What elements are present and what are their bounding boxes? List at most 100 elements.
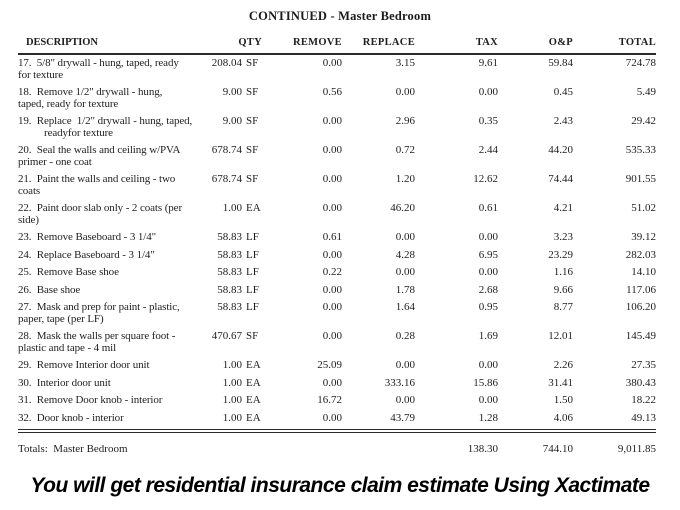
page-title: CONTINUED - Master Bedroom bbox=[248, 9, 432, 23]
row-description: 32. Door knob - interior bbox=[18, 412, 208, 425]
row-description: 23. Remove Baseboard - 3 1/4" bbox=[18, 231, 208, 244]
qty-unit: SF bbox=[246, 330, 259, 342]
table-row: 24. Replace Baseboard - 3 1/4" 58.83 LF … bbox=[18, 247, 656, 265]
table-row: 32. Door knob - interior 1.00 EA 0.00 43… bbox=[18, 410, 656, 428]
qty-unit: LF bbox=[246, 248, 259, 261]
remove-cell: 25.09 bbox=[317, 359, 342, 371]
qty-value: 1.00 bbox=[222, 411, 242, 424]
qty-cell: 1.00 EA bbox=[208, 202, 262, 226]
qty-value: 678.74 bbox=[211, 173, 242, 185]
row-description: 29. Remove Interior door unit bbox=[18, 359, 208, 372]
totals-row: Totals: Master Bedroom 138.30 744.10 9,0… bbox=[18, 433, 656, 455]
row-description: 21. Paint the walls and ceiling - two co… bbox=[18, 173, 208, 197]
oandp-cell: 9.66 bbox=[553, 283, 573, 296]
row-description-line2: coats bbox=[18, 184, 41, 197]
replace-cell: 43.79 bbox=[390, 411, 415, 424]
total-cell: 106.20 bbox=[625, 301, 656, 313]
totals-total: 9,011.85 bbox=[617, 443, 656, 456]
oandp-cell: 23.29 bbox=[548, 248, 573, 261]
qty-value: 470.67 bbox=[211, 330, 242, 342]
tax-cell: 9.61 bbox=[478, 57, 498, 69]
row-description-line1: 26. Base shoe bbox=[18, 283, 81, 296]
oandp-cell: 2.26 bbox=[553, 359, 573, 371]
totals-tax: 138.30 bbox=[467, 443, 498, 456]
remove-cell: 0.00 bbox=[322, 173, 342, 185]
total-cell: 535.33 bbox=[625, 144, 656, 156]
qty-unit: LF bbox=[246, 266, 259, 278]
qty-cell: 58.83 LF bbox=[208, 248, 262, 262]
qty-cell: 1.00 EA bbox=[208, 394, 262, 407]
total-cell: 117.06 bbox=[626, 283, 656, 296]
replace-cell: 0.00 bbox=[395, 86, 415, 98]
remove-cell: 0.61 bbox=[322, 231, 342, 243]
total-cell: 145.49 bbox=[625, 330, 656, 342]
table-row: 26. Base shoe 58.83 LF 0.00 1.78 2.68 9.… bbox=[18, 282, 656, 300]
totals-divider bbox=[18, 429, 656, 434]
table-row: 18. Remove 1/2" drywall - hung, taped, r… bbox=[18, 84, 656, 113]
column-header-replace: REPLACE bbox=[362, 37, 415, 48]
qty-value: 58.83 bbox=[217, 283, 242, 296]
row-description-line2: primer - one coat bbox=[18, 155, 92, 168]
remove-cell: 0.00 bbox=[322, 330, 342, 342]
row-description-line1: 18. Remove 1/2" drywall - hung, bbox=[18, 86, 163, 98]
tax-cell: 0.35 bbox=[478, 115, 498, 127]
tax-cell: 0.00 bbox=[478, 394, 498, 406]
qty-value: 58.83 bbox=[217, 266, 242, 278]
remove-cell: 0.00 bbox=[322, 376, 342, 389]
table-body: 17. 5/8" drywall - hung, taped, ready fo… bbox=[18, 55, 656, 427]
row-description: 30. Interior door unit bbox=[18, 377, 208, 390]
replace-cell: 2.96 bbox=[395, 115, 415, 127]
tax-cell: 0.95 bbox=[478, 301, 498, 313]
qty-cell: 678.74 SF bbox=[208, 173, 262, 197]
total-cell: 14.10 bbox=[631, 266, 656, 278]
replace-cell: 1.64 bbox=[395, 301, 415, 313]
oandp-cell: 4.21 bbox=[553, 202, 573, 214]
qty-unit: SF bbox=[246, 57, 259, 69]
qty-unit: EA bbox=[246, 359, 261, 371]
row-description-line1: 28. Mask the walls per square foot - bbox=[18, 330, 176, 342]
table-row: 21. Paint the walls and ceiling - two co… bbox=[18, 171, 656, 200]
remove-cell: 0.00 bbox=[322, 301, 342, 313]
remove-cell: 0.00 bbox=[322, 283, 342, 296]
tax-cell: 15.86 bbox=[473, 376, 498, 389]
tax-cell: 0.61 bbox=[478, 202, 498, 214]
qty-cell: 1.00 EA bbox=[208, 376, 262, 390]
row-description-line2: plastic and tape - 4 mil bbox=[18, 341, 117, 354]
row-description-line1: 22. Paint door slab only - 2 coats (per bbox=[18, 202, 183, 214]
row-description-line1: 29. Remove Interior door unit bbox=[18, 359, 150, 371]
table-row: 27. Mask and prep for paint - plastic, p… bbox=[18, 299, 656, 328]
qty-cell: 678.74 SF bbox=[208, 144, 262, 168]
oandp-cell: 2.43 bbox=[553, 115, 573, 127]
column-header-qty: QTY bbox=[238, 37, 262, 48]
total-cell: 380.43 bbox=[625, 376, 656, 389]
oandp-cell: 12.01 bbox=[548, 330, 573, 342]
qty-value: 58.83 bbox=[217, 301, 242, 313]
tax-cell: 0.00 bbox=[478, 231, 498, 243]
qty-value: 1.00 bbox=[222, 376, 242, 389]
remove-cell: 0.00 bbox=[322, 248, 342, 261]
row-description: 28. Mask the walls per square foot - pla… bbox=[18, 330, 208, 354]
replace-cell: 0.00 bbox=[395, 359, 415, 371]
row-description: 27. Mask and prep for paint - plastic, p… bbox=[18, 301, 208, 325]
row-description-line2: side) bbox=[18, 213, 39, 226]
table-header-row: DESCRIPTION QTY REMOVE REPLACE TAX O&P T… bbox=[18, 37, 656, 55]
qty-value: 9.00 bbox=[222, 86, 242, 98]
tax-cell: 2.44 bbox=[478, 144, 498, 156]
replace-cell: 1.78 bbox=[395, 283, 415, 296]
row-description-line1: 19. Replace 1/2" drywall - hung, taped, bbox=[18, 115, 193, 127]
oandp-cell: 74.44 bbox=[548, 173, 573, 185]
replace-cell: 0.00 bbox=[395, 266, 415, 278]
qty-cell: 58.83 LF bbox=[208, 301, 262, 325]
remove-cell: 0.56 bbox=[322, 86, 342, 98]
qty-cell: 58.83 LF bbox=[208, 266, 262, 279]
table-row: 20. Seal the walls and ceiling w/PVA pri… bbox=[18, 142, 656, 171]
qty-cell: 1.00 EA bbox=[208, 411, 262, 425]
table-row: 17. 5/8" drywall - hung, taped, ready fo… bbox=[18, 55, 656, 84]
column-header-description: DESCRIPTION bbox=[26, 37, 98, 48]
row-description-line2: for texture bbox=[18, 68, 64, 81]
replace-cell: 1.20 bbox=[395, 173, 415, 185]
row-description: 18. Remove 1/2" drywall - hung, taped, r… bbox=[18, 86, 208, 110]
row-description-line1: 24. Replace Baseboard - 3 1/4" bbox=[18, 248, 155, 261]
caption-text: You will get residential insurance claim… bbox=[30, 474, 650, 498]
